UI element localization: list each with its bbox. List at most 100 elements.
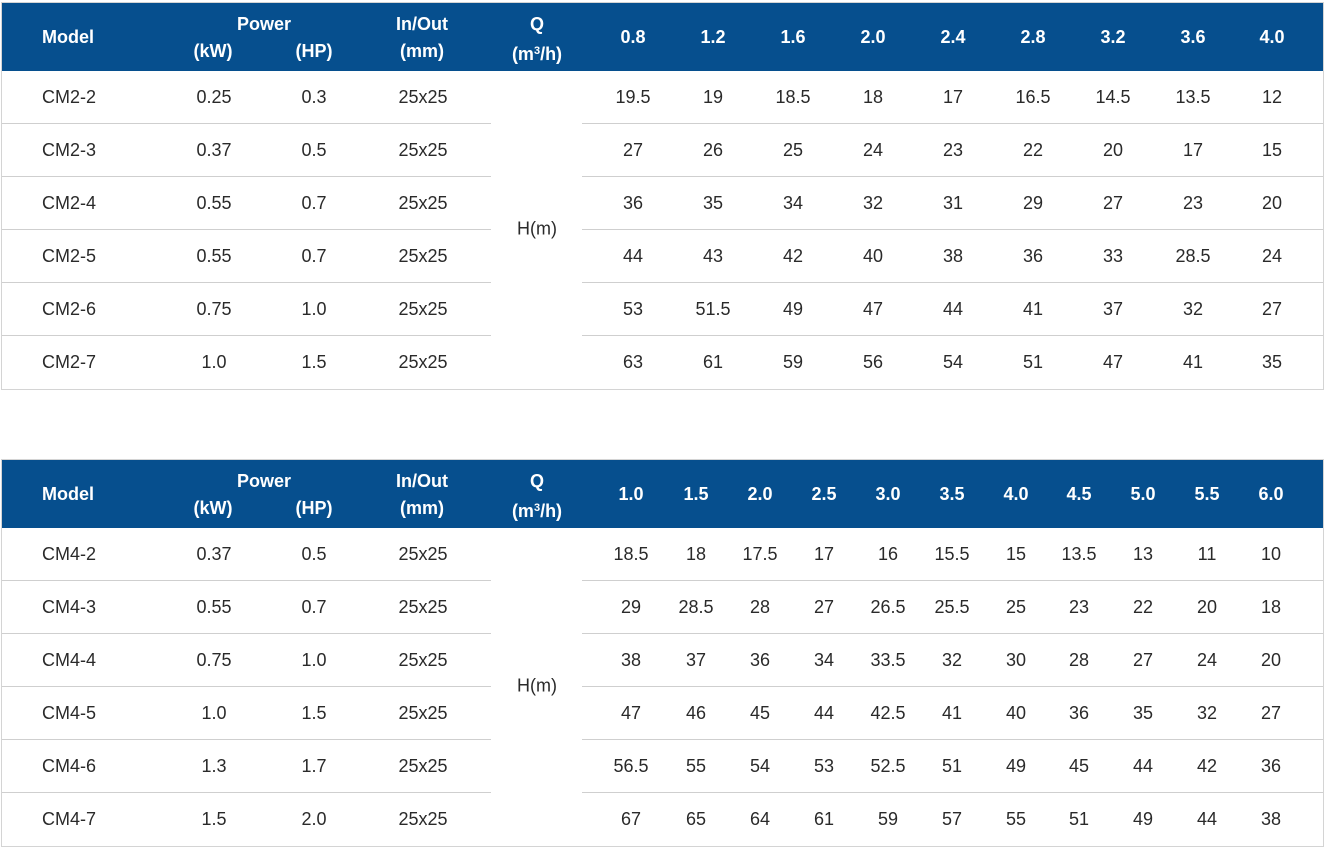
head-value-cell: 35: [1261, 352, 1283, 372]
row-divider: [582, 123, 1323, 124]
inout-cell: 25x25: [398, 756, 448, 776]
head-value-cell: 54: [749, 756, 771, 776]
model-cell: CM2-2: [42, 87, 97, 107]
kw-cell: 0.75: [196, 650, 232, 670]
head-value-cell: 56: [862, 352, 884, 372]
kw-cell: 1.3: [201, 756, 227, 776]
head-value-cell: 61: [702, 352, 724, 372]
head-value-cell: 32: [862, 193, 884, 213]
head-value-cell: 34: [782, 193, 804, 213]
flow-header: 3.2: [1100, 27, 1126, 47]
performance-table-cm4: Model Power (kW) (HP) In/Out (mm) Q (m3/h) 1.0 1.…: [1, 459, 1324, 847]
kw-cell: 0.75: [196, 299, 232, 319]
head-value-cell: 37: [1102, 299, 1124, 319]
head-value-cell: 16.5: [1015, 87, 1051, 107]
head-value-cell: 38: [1260, 809, 1282, 829]
head-value-cell: 59: [877, 809, 899, 829]
kw-cell: 0.25: [196, 87, 232, 107]
head-value-cell: 44: [813, 703, 835, 723]
head-value-cell: 28.5: [678, 597, 714, 617]
model-header: Model: [42, 27, 94, 47]
head-value-cell: 25: [782, 140, 804, 160]
flow-header: 6.0: [1258, 484, 1284, 504]
flow-header: 1.2: [700, 27, 726, 47]
row-divider: [582, 633, 1323, 634]
flow-header: 3.5: [939, 484, 965, 504]
head-value-cell: 43: [702, 246, 724, 266]
head-value-cell: 54: [942, 352, 964, 372]
table-body: CM4-2 0.37 0.5 25x25 18.5 18 17.5 17 16 15.5 15 13.…: [2, 528, 1323, 846]
table-row: CM2-5 0.55 0.7 25x25 44 43 42 40 38 36 33 28.5 24: [2, 230, 1323, 283]
model-cell: CM4-3: [42, 597, 97, 617]
hp-cell: 1.7: [301, 756, 327, 776]
flow-header: 3.6: [1180, 27, 1206, 47]
hp-cell: 1.0: [301, 299, 327, 319]
q-unit-prefix: (m: [511, 44, 534, 64]
flow-header: 2.5: [811, 484, 837, 504]
head-value-cell: 51: [941, 756, 963, 776]
head-value-cell: 13: [1132, 544, 1154, 564]
head-value-cell: 17: [942, 87, 964, 107]
model-cell: CM2-4: [42, 193, 97, 213]
head-value-cell: 41: [941, 703, 963, 723]
head-value-cell: 18.5: [775, 87, 811, 107]
head-value-cell: 31: [942, 193, 964, 213]
kw-cell: 1.0: [201, 703, 227, 723]
inout-cell: 25x25: [398, 544, 448, 564]
flow-header: 2.8: [1020, 27, 1046, 47]
head-value-cell: 29: [1022, 193, 1044, 213]
hp-cell: 0.5: [301, 140, 327, 160]
hp-cell: 1.0: [301, 650, 327, 670]
q-header: Q: [529, 14, 545, 34]
q-unit-subheader: (m3/h): [512, 41, 562, 64]
hp-cell: 1.5: [301, 703, 327, 723]
head-value-cell: 27: [1261, 299, 1283, 319]
head-value-cell: 36: [749, 650, 771, 670]
head-value-cell: 19.5: [615, 87, 651, 107]
kw-cell: 0.55: [196, 246, 232, 266]
head-value-cell: 59: [782, 352, 804, 372]
head-value-cell: 18: [1260, 597, 1282, 617]
hp-cell: 0.3: [301, 87, 327, 107]
mm-subheader: (mm): [400, 41, 444, 61]
inout-cell: 25x25: [398, 87, 448, 107]
table-row: CM4-2 0.37 0.5 25x25 18.5 18 17.5 17 16 15.5 15 13.…: [2, 528, 1323, 581]
hp-subheader: (HP): [295, 498, 333, 518]
head-value-cell: 20: [1102, 140, 1124, 160]
head-value-cell: 13.5: [1175, 87, 1211, 107]
head-value-cell: 20: [1261, 193, 1283, 213]
head-value-cell: 18: [862, 87, 884, 107]
flow-header: 5.5: [1194, 484, 1220, 504]
head-value-cell: 26: [702, 140, 724, 160]
head-value-cell: 35: [702, 193, 724, 213]
head-value-cell: 38: [942, 246, 964, 266]
head-value-cell: 36: [1068, 703, 1090, 723]
flow-header: 2.0: [747, 484, 773, 504]
head-value-cell: 23: [1182, 193, 1204, 213]
row-divider: [2, 686, 491, 687]
head-value-cell: 28: [1068, 650, 1090, 670]
head-value-cell: 49: [1132, 809, 1154, 829]
table-row: CM2-2 0.25 0.3 25x25 19.5 19 18.5 18 17 16.5 14.5 1…: [2, 71, 1323, 124]
q-unit-suffix: /h): [540, 501, 563, 521]
inout-header: In/Out: [396, 471, 448, 491]
head-value-cell: 27: [813, 597, 835, 617]
head-value-cell: 24: [862, 140, 884, 160]
inout-cell: 25x25: [398, 809, 448, 829]
head-value-cell: 67: [620, 809, 642, 829]
head-value-cell: 27: [1260, 703, 1282, 723]
row-divider: [582, 229, 1323, 230]
row-divider: [2, 792, 491, 793]
inout-cell: 25x25: [398, 352, 448, 372]
head-value-cell: 16: [877, 544, 899, 564]
table-row: CM2-3 0.37 0.5 25x25 27 26 25 24 23 22 20 17 15: [2, 124, 1323, 177]
head-value-cell: 57: [941, 809, 963, 829]
head-value-cell: 33.5: [870, 650, 906, 670]
head-value-cell: 18: [685, 544, 707, 564]
head-value-cell: 35: [1132, 703, 1154, 723]
head-value-cell: 51.5: [695, 299, 731, 319]
head-value-cell: 41: [1022, 299, 1044, 319]
table-row: CM2-6 0.75 1.0 25x25 53 51.5 49 47 44 41 37 32 27: [2, 283, 1323, 336]
head-value-cell: 47: [620, 703, 642, 723]
flow-header: 0.8: [620, 27, 646, 47]
